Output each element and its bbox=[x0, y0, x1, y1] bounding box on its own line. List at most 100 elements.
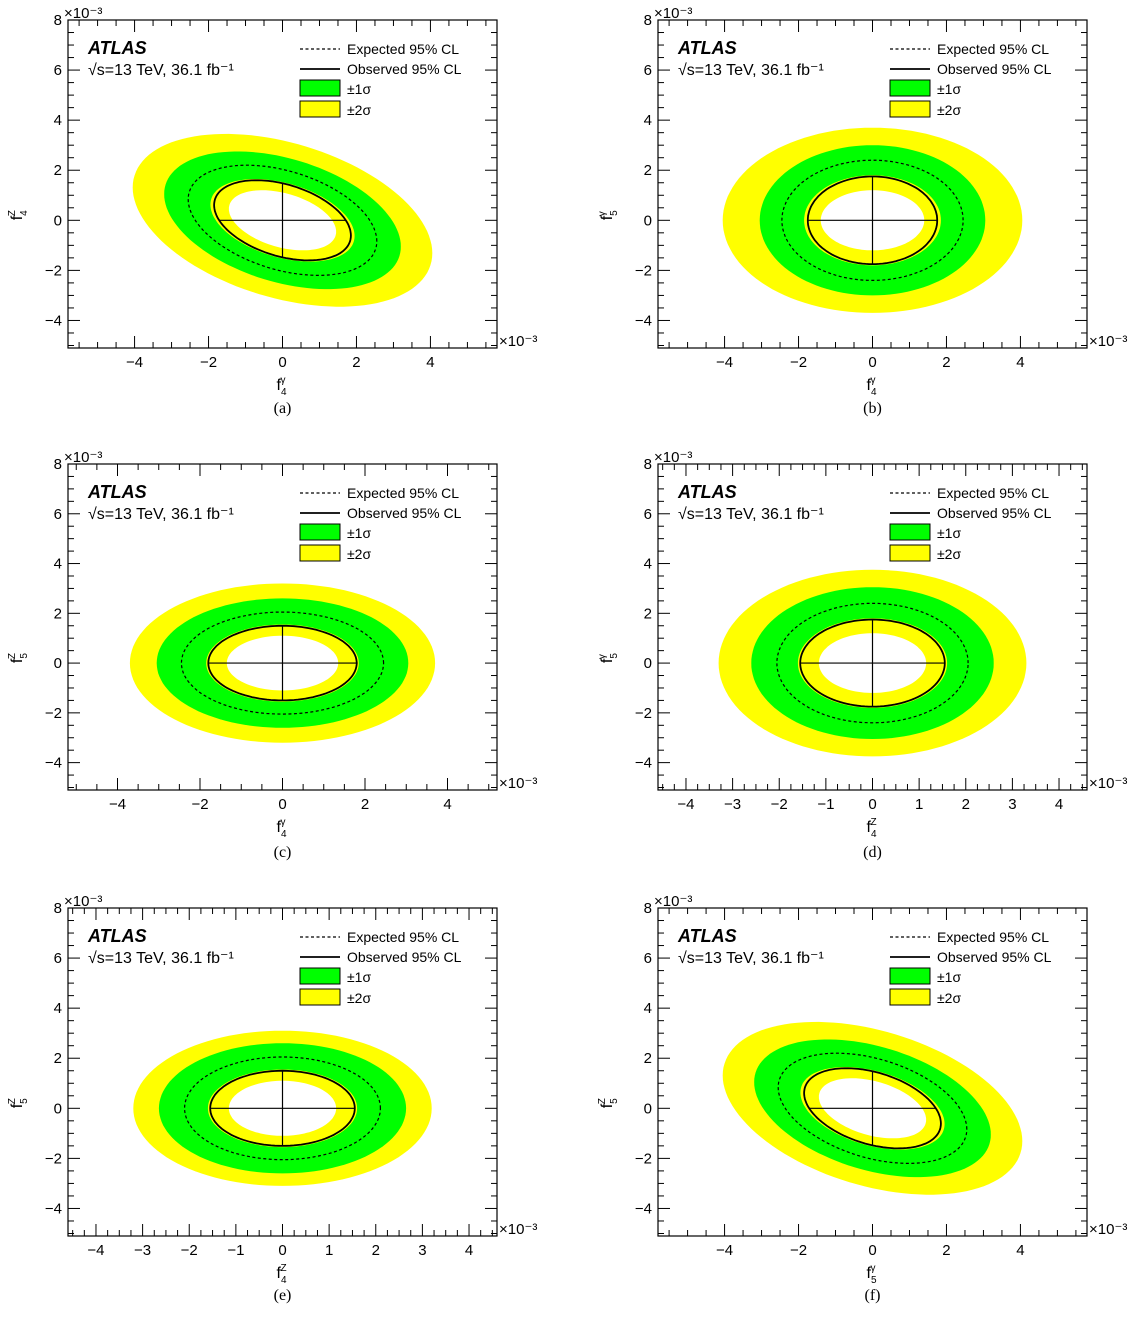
lumi-label: √s=13 TeV, 36.1 fb⁻¹ bbox=[678, 506, 824, 523]
y-exponent-label: ×10⁻³ bbox=[654, 449, 692, 466]
y-axis-label-sup: Z bbox=[7, 1098, 18, 1104]
y-tick-label: 0 bbox=[54, 1100, 62, 1117]
experiment-label: ATLAS bbox=[87, 482, 147, 502]
panel-caption: (f) bbox=[865, 1287, 881, 1304]
x-tick-label: 0 bbox=[868, 1242, 876, 1259]
legend-expected-label: Expected 95% CL bbox=[937, 929, 1049, 945]
x-exponent-label: ×10⁻³ bbox=[499, 333, 537, 350]
legend-1sigma-label: ±1σ bbox=[937, 525, 961, 541]
y-axis-label-symbol: f bbox=[599, 1103, 616, 1108]
x-axis-label-symbol: f bbox=[277, 377, 282, 394]
legend-expected-label: Expected 95% CL bbox=[347, 485, 459, 501]
x-axis-label-sup: γ bbox=[871, 375, 876, 386]
y-tick-label: 4 bbox=[54, 1000, 62, 1017]
y-tick-label: 8 bbox=[644, 900, 652, 917]
legend-2sigma-label: ±2σ bbox=[937, 102, 961, 118]
y-axis-label-symbol: f bbox=[599, 215, 616, 220]
contour-group bbox=[718, 569, 1027, 757]
x-exponent-label: ×10⁻³ bbox=[1089, 1221, 1127, 1238]
y-axis-label-symbol: f bbox=[9, 658, 26, 663]
y-axis-label: f5Z bbox=[597, 1098, 620, 1108]
panel-caption: (c) bbox=[274, 844, 292, 861]
y-tick-label: 8 bbox=[54, 900, 62, 917]
expected-contour bbox=[180, 611, 385, 715]
x-tick-label: 2 bbox=[352, 354, 360, 371]
x-tick-label: −4 bbox=[126, 354, 143, 371]
legend-expected-label: Expected 95% CL bbox=[937, 485, 1049, 501]
legend-observed-label: Observed 95% CL bbox=[347, 61, 462, 77]
x-tick-label: −2 bbox=[200, 354, 217, 371]
x-tick-label: 2 bbox=[361, 796, 369, 813]
y-tick-label: 2 bbox=[644, 1050, 652, 1067]
x-tick-label: 0 bbox=[278, 1242, 286, 1259]
panel-caption: (e) bbox=[274, 1287, 292, 1304]
observed-contour bbox=[213, 179, 352, 262]
panel-caption: (d) bbox=[863, 844, 882, 861]
y-tick-label: −4 bbox=[635, 755, 652, 772]
legend-2sigma-swatch bbox=[889, 544, 931, 562]
y-tick-label: −2 bbox=[45, 262, 62, 279]
x-tick-label: 3 bbox=[1008, 796, 1016, 813]
y-axis-label-symbol: f bbox=[599, 658, 616, 663]
legend-1sigma-swatch bbox=[889, 79, 931, 97]
x-tick-label: 3 bbox=[418, 1242, 426, 1259]
y-tick-label: 8 bbox=[54, 456, 62, 473]
legend-expected-label: Expected 95% CL bbox=[347, 41, 459, 57]
legend-1sigma-swatch bbox=[299, 79, 341, 97]
x-tick-label: −4 bbox=[716, 354, 733, 371]
x-tick-label: 4 bbox=[1016, 1242, 1024, 1259]
legend-1sigma-label: ±1σ bbox=[937, 969, 961, 985]
y-exponent-label: ×10⁻³ bbox=[64, 5, 102, 22]
y-tick-label: −4 bbox=[635, 312, 652, 329]
x-axis-label-sub: 4 bbox=[871, 829, 877, 840]
x-tick-label: −2 bbox=[790, 354, 807, 371]
y-tick-label: 4 bbox=[644, 1000, 652, 1017]
panel-caption: (b) bbox=[863, 400, 882, 417]
x-tick-label: −4 bbox=[109, 796, 126, 813]
y-tick-label: 2 bbox=[54, 162, 62, 179]
lumi-label: √s=13 TeV, 36.1 fb⁻¹ bbox=[88, 950, 234, 967]
y-axis-label: f5γ bbox=[597, 653, 620, 663]
y-exponent-label: ×10⁻³ bbox=[654, 893, 692, 910]
y-axis-label-sup: Z bbox=[597, 1098, 608, 1104]
y-axis-label-symbol: f bbox=[9, 1103, 26, 1108]
y-axis-label-sub: 5 bbox=[609, 1098, 620, 1104]
experiment-label: ATLAS bbox=[677, 482, 737, 502]
y-tick-label: 0 bbox=[644, 655, 652, 672]
x-axis-label-sup: Z bbox=[281, 1263, 287, 1274]
x-tick-label: −3 bbox=[134, 1242, 151, 1259]
x-axis-label-sup: Z bbox=[871, 817, 877, 828]
x-axis-label-sup: γ bbox=[871, 1263, 876, 1274]
lumi-label: √s=13 TeV, 36.1 fb⁻¹ bbox=[678, 950, 824, 967]
legend-observed-label: Observed 95% CL bbox=[347, 505, 462, 521]
y-tick-label: −2 bbox=[635, 705, 652, 722]
legend-1sigma-label: ±1σ bbox=[347, 81, 371, 97]
y-tick-label: 8 bbox=[644, 456, 652, 473]
y-tick-label: 6 bbox=[54, 950, 62, 967]
x-tick-label: −4 bbox=[677, 796, 694, 813]
y-axis-label-sup: γ bbox=[597, 654, 608, 659]
legend-1sigma-swatch bbox=[889, 967, 931, 985]
x-tick-label: 2 bbox=[942, 354, 950, 371]
x-axis-label-sup: γ bbox=[281, 375, 286, 386]
x-exponent-label: ×10⁻³ bbox=[1089, 775, 1127, 792]
y-axis-label-sub: 5 bbox=[19, 1098, 30, 1104]
legend-2sigma-label: ±2σ bbox=[347, 102, 371, 118]
y-tick-label: 2 bbox=[644, 162, 652, 179]
y-axis-label-sub: 4 bbox=[19, 210, 30, 216]
observed-contour bbox=[209, 1069, 356, 1147]
y-tick-label: 2 bbox=[54, 605, 62, 622]
y-tick-label: −4 bbox=[45, 312, 62, 329]
x-axis-label: f5γ bbox=[867, 1263, 877, 1286]
y-tick-label: 0 bbox=[54, 655, 62, 672]
legend-1sigma-swatch bbox=[299, 523, 341, 541]
contour-group bbox=[722, 127, 1023, 313]
x-tick-label: 4 bbox=[443, 796, 451, 813]
y-tick-label: 6 bbox=[644, 62, 652, 79]
y-tick-label: 8 bbox=[54, 12, 62, 29]
